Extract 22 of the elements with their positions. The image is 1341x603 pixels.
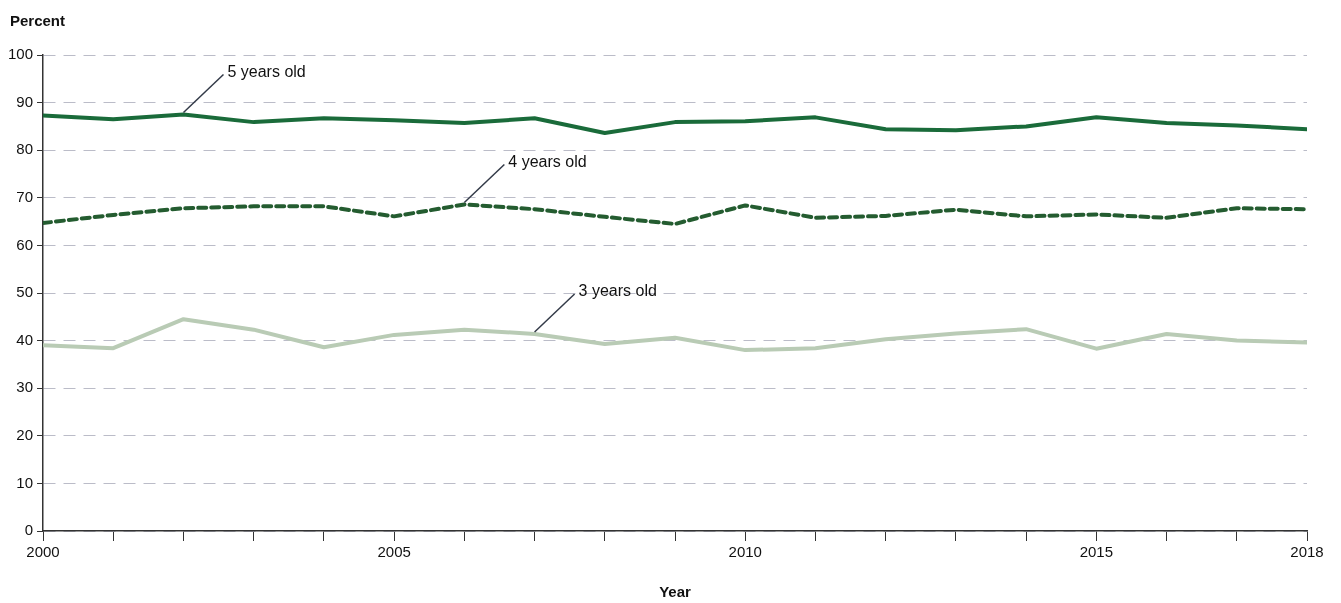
x-tick-label: 2015: [1079, 543, 1114, 561]
y-tick-label: 50: [16, 283, 34, 301]
annotation: 4 years old: [508, 152, 587, 170]
y-tick-label: 10: [16, 473, 34, 491]
x-tick-label: 2018: [1290, 543, 1324, 561]
y-tick-label: 80: [16, 140, 34, 158]
annotation: 5 years old: [227, 62, 306, 80]
y-tick-label: 60: [16, 235, 34, 253]
y-tick-label: 30: [16, 378, 34, 396]
y-tick-label: 70: [16, 187, 34, 205]
y-tick-label: 40: [16, 330, 34, 348]
x-tick-label: 2010: [728, 543, 762, 561]
y-tick-label: 0: [24, 521, 34, 539]
x-tick-label: 2005: [377, 543, 411, 561]
y-tick-label: 90: [16, 92, 34, 110]
x-axis-title: Year: [659, 583, 692, 600]
line-series: [43, 202, 1307, 226]
y-tick-label: 100: [8, 45, 34, 63]
y-tick-label: 20: [16, 425, 34, 443]
annotation: 3 years old: [578, 282, 657, 300]
y-axis-title: Percent: [10, 12, 66, 29]
x-tick-label: 2000: [26, 543, 60, 561]
